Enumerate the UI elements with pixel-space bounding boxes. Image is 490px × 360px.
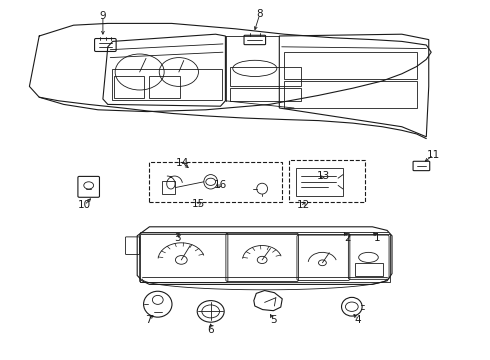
Bar <box>289 160 365 202</box>
Bar <box>112 69 222 100</box>
Text: 4: 4 <box>354 315 361 325</box>
Bar <box>355 263 383 276</box>
Text: 10: 10 <box>78 200 91 210</box>
Bar <box>284 81 416 108</box>
Bar <box>296 168 343 196</box>
Bar <box>284 52 416 79</box>
Bar <box>230 88 301 101</box>
Text: 14: 14 <box>175 158 189 168</box>
Text: 15: 15 <box>192 199 205 210</box>
Bar <box>149 76 180 98</box>
Bar <box>230 67 301 86</box>
Text: 12: 12 <box>297 200 311 210</box>
Text: 2: 2 <box>344 233 351 243</box>
Text: 16: 16 <box>214 180 227 190</box>
Text: 5: 5 <box>270 315 277 325</box>
Text: 7: 7 <box>145 315 151 325</box>
Text: 1: 1 <box>374 233 381 243</box>
Text: 3: 3 <box>174 233 181 243</box>
Bar <box>114 76 144 98</box>
Bar <box>149 162 282 202</box>
Text: 9: 9 <box>99 11 106 21</box>
Text: 8: 8 <box>256 9 263 19</box>
Text: 13: 13 <box>317 171 330 181</box>
Text: 11: 11 <box>427 150 441 160</box>
Bar <box>140 234 390 282</box>
Bar <box>162 181 175 194</box>
Text: 6: 6 <box>207 325 214 336</box>
